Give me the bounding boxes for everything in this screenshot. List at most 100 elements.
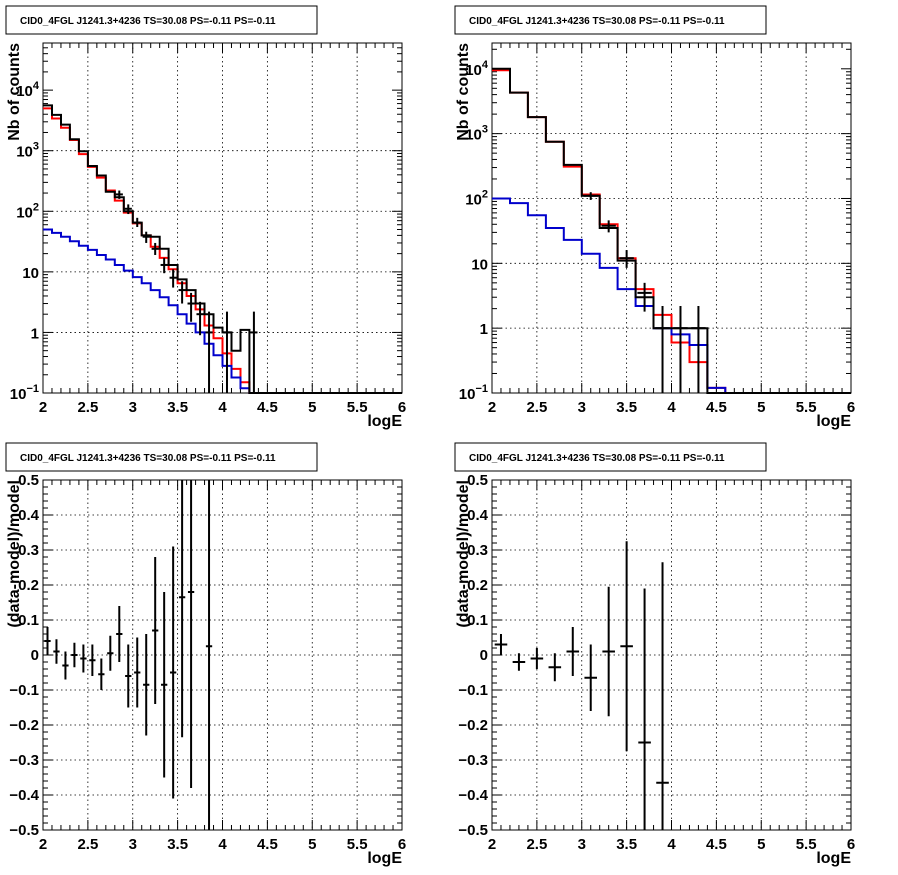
x-tick-label: 4.5 [257, 836, 278, 853]
residual-plot-coarse-bins: CID0_4FGL J1241.3+4236 TS=30.08 PS=-0.11… [454, 442, 855, 867]
plot-frame [491, 479, 852, 831]
y-tick-label: −0.3 [458, 752, 488, 769]
x-tick-label: 4.5 [706, 836, 727, 853]
y-axis-label: (data-model)/model [455, 480, 472, 628]
x-tick-label: 3.5 [616, 399, 637, 416]
x-tick-label: 5 [308, 399, 316, 416]
x-tick-label: 5.5 [796, 836, 817, 853]
plot-title: CID0_4FGL J1241.3+4236 TS=30.08 PS=-0.11… [469, 453, 725, 464]
y-tick-base: 10 [22, 265, 39, 282]
plot-title: CID0_4FGL J1241.3+4236 TS=30.08 PS=-0.11… [20, 453, 276, 464]
x-axis-label: logE [367, 413, 402, 430]
y-tick-exponent: 2 [482, 188, 488, 200]
y-tick-base: 10 [16, 83, 33, 100]
x-tick-label: 6 [398, 399, 406, 416]
plot-frame [42, 42, 403, 394]
x-axis-label: logE [816, 850, 851, 867]
x-tick-label: 5 [757, 399, 765, 416]
y-tick-base: 1 [31, 325, 39, 342]
y-tick-base: 10 [10, 386, 27, 403]
x-tick-label: 4 [667, 836, 676, 853]
y-tick-label: −0.4 [9, 787, 39, 804]
y-tick-exponent: −1 [26, 383, 39, 395]
y-tick-label: 0 [31, 647, 39, 664]
y-tick-label: 0.1 [467, 612, 488, 629]
y-tick-base: 10 [465, 127, 482, 144]
y-tick-label: 0.3 [467, 542, 488, 559]
y-tick-exponent: −1 [475, 383, 488, 395]
y-tick-label: −0.2 [9, 717, 39, 734]
x-tick-label: 4.5 [706, 399, 727, 416]
x-tick-label: 2.5 [77, 399, 98, 416]
x-tick-label: 6 [847, 399, 855, 416]
y-tick-label: 10 [471, 256, 488, 273]
y-axis-label: Nb of counts [6, 43, 23, 141]
y-tick-label: 103 [465, 124, 488, 144]
y-tick-label: 1 [31, 325, 39, 342]
y-tick-label: 10−1 [10, 383, 39, 403]
x-tick-label: 3 [578, 836, 586, 853]
plot-frame [491, 42, 852, 394]
y-tick-label: 102 [465, 188, 488, 208]
y-tick-base: 10 [459, 386, 476, 403]
x-tick-label: 3 [129, 399, 137, 416]
y-tick-label: −0.1 [458, 682, 488, 699]
y-tick-base: 10 [16, 144, 33, 161]
y-axis-label: (data-model)/model [6, 480, 23, 628]
x-tick-label: 5 [308, 836, 316, 853]
y-tick-label: 103 [16, 141, 39, 161]
x-tick-label: 2 [488, 836, 496, 853]
plot-title-box [5, 442, 318, 472]
x-tick-label: 3 [578, 399, 586, 416]
y-tick-label: 1 [480, 321, 488, 338]
histogram-series-2 [492, 67, 851, 394]
y-tick-label: 0.4 [18, 507, 40, 524]
x-tick-label: 5.5 [796, 399, 817, 416]
x-tick-label: 3.5 [167, 399, 188, 416]
y-tick-exponent: 4 [482, 59, 489, 71]
y-tick-base: 10 [465, 191, 482, 208]
x-tick-label: 5.5 [347, 399, 368, 416]
counts-histogram-fine-bins: CID0_4FGL J1241.3+4236 TS=30.08 PS=-0.11… [5, 5, 406, 430]
y-tick-label: −0.5 [9, 822, 39, 839]
x-tick-label: 2.5 [526, 399, 547, 416]
x-tick-label: 3.5 [616, 836, 637, 853]
x-tick-label: 5.5 [347, 836, 368, 853]
plot-frame [42, 479, 403, 831]
plot-title: CID0_4FGL J1241.3+4236 TS=30.08 PS=-0.11… [469, 16, 725, 27]
plot-title: CID0_4FGL J1241.3+4236 TS=30.08 PS=-0.11… [20, 16, 276, 27]
counts-histogram-coarse-bins: CID0_4FGL J1241.3+4236 TS=30.08 PS=-0.11… [454, 5, 855, 430]
y-tick-label: 0 [480, 647, 488, 664]
y-tick-exponent: 2 [33, 201, 39, 213]
y-tick-base: 1 [480, 321, 488, 338]
x-tick-label: 4 [218, 836, 227, 853]
x-tick-label: 3.5 [167, 836, 188, 853]
y-tick-base: 10 [16, 204, 33, 221]
residual-plot-fine-bins: CID0_4FGL J1241.3+4236 TS=30.08 PS=-0.11… [5, 442, 406, 867]
y-tick-exponent: 3 [33, 141, 39, 153]
y-tick-label: 0.2 [467, 577, 488, 594]
x-tick-label: 2.5 [526, 836, 547, 853]
x-tick-label: 2 [39, 399, 47, 416]
y-tick-label: 10−1 [459, 383, 488, 403]
y-tick-label: −0.2 [458, 717, 488, 734]
y-axis-label: Nb of counts [455, 43, 472, 141]
y-tick-label: 0.2 [18, 577, 39, 594]
y-tick-base: 10 [465, 62, 482, 79]
x-tick-label: 4 [218, 399, 227, 416]
plot-title-box [5, 5, 318, 35]
y-tick-label: 0.5 [467, 472, 488, 489]
y-tick-label: 0.3 [18, 542, 39, 559]
x-tick-label: 2 [488, 399, 496, 416]
y-tick-label: −0.4 [458, 787, 488, 804]
plot-title-box [454, 5, 767, 35]
x-axis-label: logE [367, 850, 402, 867]
y-tick-label: −0.1 [9, 682, 39, 699]
x-tick-label: 2.5 [77, 836, 98, 853]
plot-title-box [454, 442, 767, 472]
y-tick-label: −0.3 [9, 752, 39, 769]
y-tick-base: 10 [471, 256, 488, 273]
y-tick-label: 102 [16, 201, 39, 221]
y-tick-label: 0.5 [18, 472, 39, 489]
